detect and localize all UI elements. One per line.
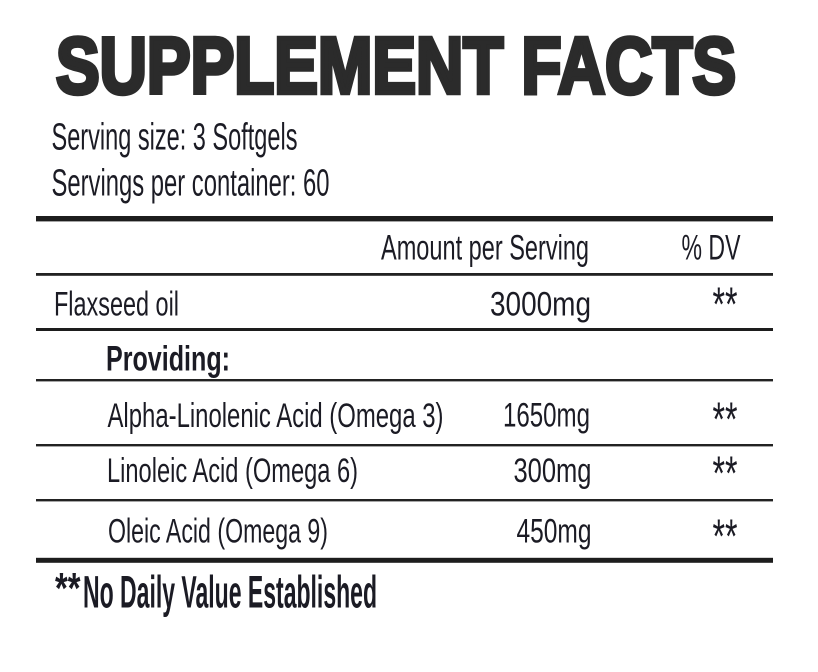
svg-text:Providing:: Providing: bbox=[106, 340, 230, 379]
svg-text:Serving size: 3 Softgels: Serving size: 3 Softgels bbox=[52, 117, 298, 159]
svg-text:Servings per container: 60: Servings per container: 60 bbox=[52, 163, 330, 205]
svg-text:3000mg: 3000mg bbox=[490, 285, 591, 323]
svg-text:**: ** bbox=[713, 279, 738, 332]
svg-text:% DV: % DV bbox=[682, 228, 741, 268]
svg-text:**: ** bbox=[55, 564, 81, 613]
svg-text:300mg: 300mg bbox=[514, 452, 592, 490]
svg-text:**: ** bbox=[713, 447, 738, 500]
svg-text:Amount per Serving: Amount per Serving bbox=[381, 228, 589, 268]
svg-text:Linoleic Acid (Omega 6): Linoleic Acid (Omega 6) bbox=[107, 452, 358, 490]
svg-text:450mg: 450mg bbox=[517, 512, 592, 550]
svg-text:**: ** bbox=[713, 510, 738, 563]
svg-text:Flaxseed oil: Flaxseed oil bbox=[54, 285, 179, 323]
svg-text:**: ** bbox=[713, 393, 738, 446]
svg-text:SUPPLEMENT FACTS: SUPPLEMENT FACTS bbox=[56, 21, 736, 110]
svg-text:1650mg: 1650mg bbox=[503, 397, 590, 435]
svg-text:Alpha-Linolenic Acid (Omega 3): Alpha-Linolenic Acid (Omega 3) bbox=[108, 397, 444, 435]
svg-text:No Daily Value Established: No Daily Value Established bbox=[83, 567, 377, 618]
svg-text:Oleic Acid (Omega 9): Oleic Acid (Omega 9) bbox=[108, 512, 328, 550]
